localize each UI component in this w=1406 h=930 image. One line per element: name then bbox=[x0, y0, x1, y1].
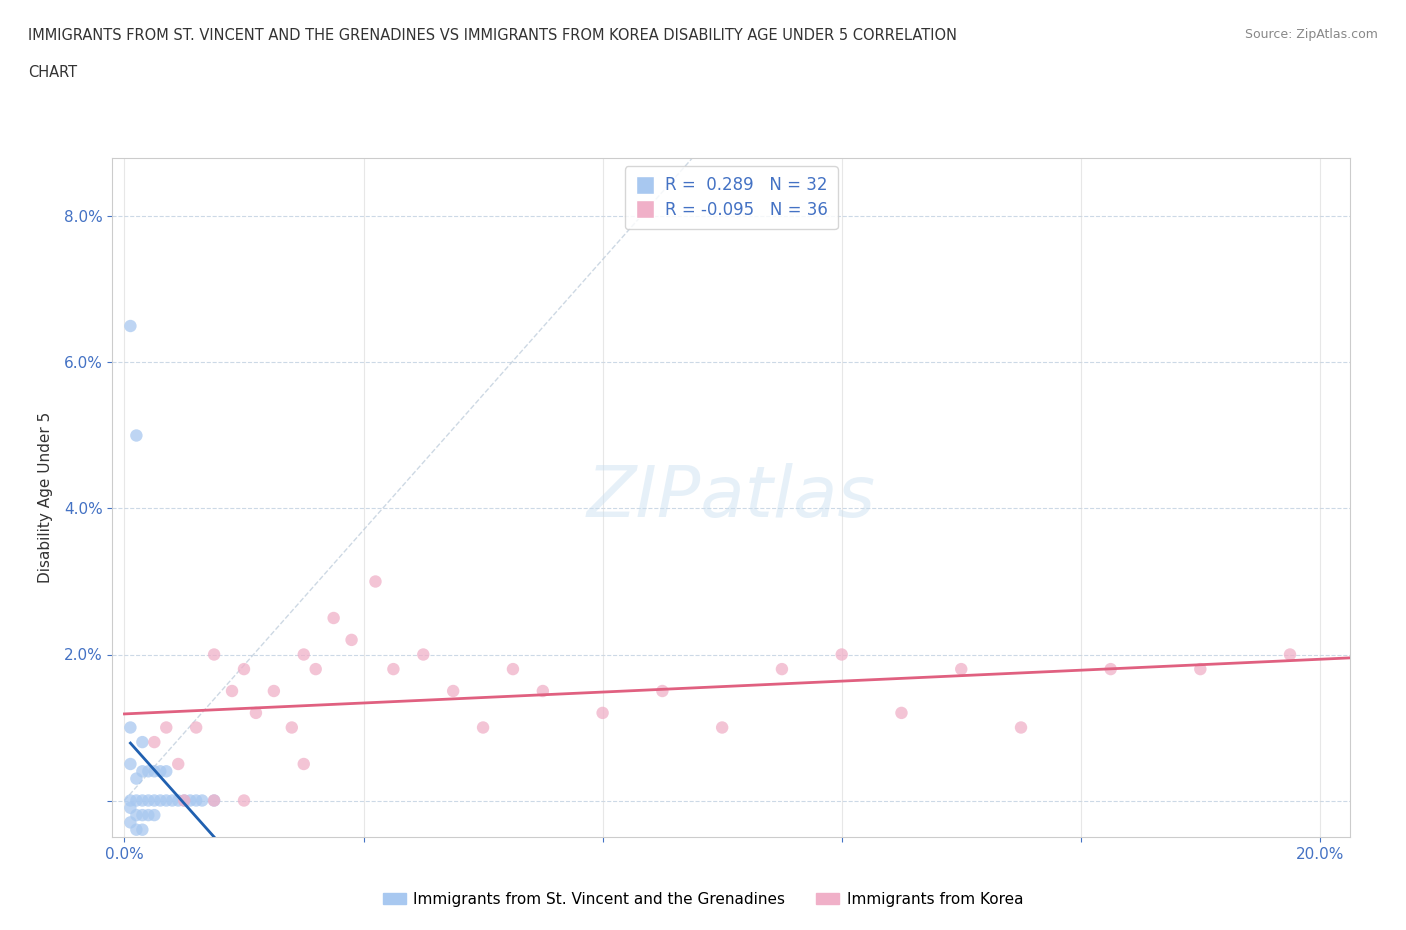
Point bbox=[149, 764, 172, 778]
Legend: R =  0.289   N = 32, R = -0.095   N = 36: R = 0.289 N = 32, R = -0.095 N = 36 bbox=[624, 166, 838, 229]
Point bbox=[173, 793, 195, 808]
Point bbox=[143, 735, 166, 750]
Point bbox=[221, 684, 243, 698]
Point bbox=[890, 706, 912, 721]
Legend: Immigrants from St. Vincent and the Grenadines, Immigrants from Korea: Immigrants from St. Vincent and the Gren… bbox=[377, 886, 1029, 913]
Point bbox=[162, 793, 184, 808]
Point bbox=[143, 764, 166, 778]
Point bbox=[1189, 661, 1212, 676]
Point bbox=[125, 428, 148, 443]
Point bbox=[173, 793, 195, 808]
Point bbox=[120, 801, 142, 816]
Point bbox=[120, 757, 142, 772]
Point bbox=[592, 706, 614, 721]
Point bbox=[202, 793, 225, 808]
Point bbox=[651, 684, 673, 698]
Point bbox=[125, 793, 148, 808]
Point bbox=[131, 735, 153, 750]
Point bbox=[382, 661, 405, 676]
Point bbox=[502, 661, 524, 676]
Point bbox=[143, 807, 166, 822]
Point bbox=[120, 793, 142, 808]
Point bbox=[711, 720, 734, 735]
Point bbox=[120, 319, 142, 334]
Text: CHART: CHART bbox=[28, 65, 77, 80]
Point bbox=[412, 647, 434, 662]
Point bbox=[138, 807, 160, 822]
Point bbox=[263, 684, 285, 698]
Point bbox=[340, 632, 363, 647]
Point bbox=[292, 757, 315, 772]
Point bbox=[167, 793, 190, 808]
Point bbox=[149, 793, 172, 808]
Point bbox=[131, 822, 153, 837]
Point bbox=[155, 764, 177, 778]
Point bbox=[186, 793, 208, 808]
Point bbox=[167, 757, 190, 772]
Point bbox=[125, 807, 148, 822]
Point bbox=[138, 793, 160, 808]
Point bbox=[292, 647, 315, 662]
Point bbox=[441, 684, 464, 698]
Text: Source: ZipAtlas.com: Source: ZipAtlas.com bbox=[1244, 28, 1378, 41]
Point bbox=[131, 807, 153, 822]
Point bbox=[191, 793, 214, 808]
Point bbox=[233, 661, 256, 676]
Point bbox=[125, 822, 148, 837]
Point bbox=[179, 793, 201, 808]
Point bbox=[1278, 647, 1301, 662]
Point bbox=[131, 764, 153, 778]
Point bbox=[138, 764, 160, 778]
Point bbox=[322, 611, 344, 626]
Point bbox=[1099, 661, 1122, 676]
Point bbox=[950, 661, 973, 676]
Point bbox=[202, 647, 225, 662]
Point bbox=[531, 684, 554, 698]
Point bbox=[831, 647, 853, 662]
Point bbox=[472, 720, 495, 735]
Point bbox=[1010, 720, 1032, 735]
Point bbox=[186, 720, 208, 735]
Point bbox=[202, 793, 225, 808]
Text: IMMIGRANTS FROM ST. VINCENT AND THE GRENADINES VS IMMIGRANTS FROM KOREA DISABILI: IMMIGRANTS FROM ST. VINCENT AND THE GREN… bbox=[28, 28, 957, 43]
Point bbox=[770, 661, 793, 676]
Point bbox=[125, 771, 148, 786]
Point bbox=[305, 661, 328, 676]
Point bbox=[120, 815, 142, 830]
Point bbox=[245, 706, 267, 721]
Point bbox=[131, 793, 153, 808]
Point bbox=[120, 720, 142, 735]
Point bbox=[364, 574, 387, 589]
Point bbox=[155, 793, 177, 808]
Point bbox=[143, 793, 166, 808]
Point bbox=[233, 793, 256, 808]
Y-axis label: Disability Age Under 5: Disability Age Under 5 bbox=[38, 412, 53, 583]
Point bbox=[281, 720, 304, 735]
Text: ZIPatlas: ZIPatlas bbox=[586, 463, 876, 532]
Point bbox=[155, 720, 177, 735]
